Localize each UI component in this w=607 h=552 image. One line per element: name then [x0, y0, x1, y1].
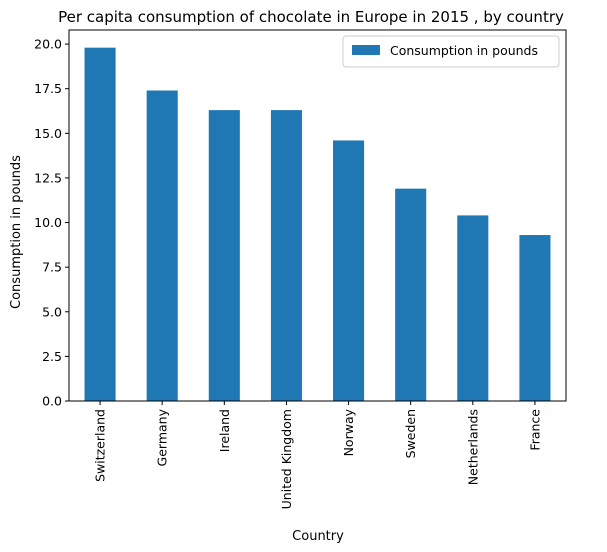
y-tick-label: 7.5 — [42, 260, 62, 275]
axes-frame — [68, 29, 567, 402]
bar — [270, 110, 302, 402]
bar — [519, 235, 551, 401]
y-tick-label: 15.0 — [34, 126, 62, 141]
x-tick-label: Norway — [341, 408, 356, 456]
y-tick-label: 2.5 — [42, 349, 62, 364]
x-tick-label: Switzerland — [93, 409, 108, 482]
chart-title: Per capita consumption of chocolate in E… — [58, 8, 564, 26]
y-tick-label: 0.0 — [42, 394, 62, 409]
y-tick-label: 20.0 — [34, 37, 62, 52]
legend-label: Consumption in pounds — [390, 43, 538, 58]
x-tick-label: Sweden — [403, 409, 418, 458]
legend-swatch — [352, 45, 380, 55]
x-tick-label: France — [527, 409, 542, 451]
legend-frame — [342, 35, 560, 68]
bar — [208, 110, 240, 402]
x-tick-label: Netherlands — [465, 409, 480, 485]
y-tick-label: 5.0 — [42, 304, 62, 319]
bar — [395, 188, 427, 401]
x-axis-label: Country — [292, 529, 344, 544]
plot-area: 0.0 2.5 5.0 7.5 10.0 12.5 15.0 17.5 20.0 Switzerl… — [34, 29, 567, 509]
bar — [457, 215, 489, 401]
y-axis-label: Consumption in pounds — [9, 155, 24, 309]
y-tick-label: 17.5 — [34, 81, 62, 96]
x-tick-label: Ireland — [217, 409, 232, 452]
bar — [146, 90, 178, 402]
y-tick-label: 12.5 — [34, 170, 62, 185]
bar — [333, 140, 365, 401]
y-tick-label: 10.0 — [34, 215, 62, 230]
legend: Consumption in pounds — [342, 35, 560, 68]
bar — [84, 47, 116, 402]
x-tick-label: United Kingdom — [279, 409, 294, 509]
x-tick-label: Germany — [155, 408, 170, 466]
